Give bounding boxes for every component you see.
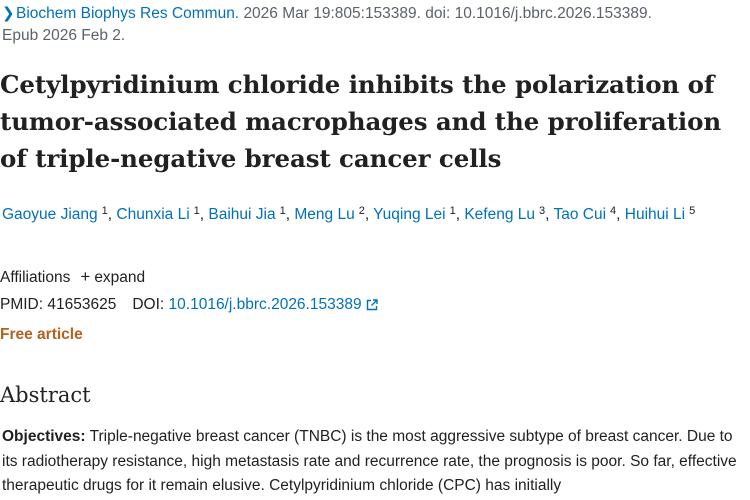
author-link[interactable]: Yuqing Lei	[373, 206, 446, 223]
author-affiliation-number[interactable]: 1	[449, 205, 456, 217]
author-affiliation-number[interactable]: 2	[358, 205, 365, 217]
doi-value: 10.1016/j.bbrc.2026.153389	[168, 296, 362, 313]
abstract-text: Triple-negative breast cancer (TNBC) is …	[2, 428, 737, 494]
article-title: Cetylpyridinium chloride inhibits the po…	[0, 70, 722, 173]
author-link[interactable]: Chunxia Li	[116, 206, 190, 223]
objectives-label: Objectives:	[2, 428, 86, 445]
author-list: Gaoyue Jiang 1, Chunxia Li 1, Baihui Jia 1,…	[2, 205, 696, 224]
citation-epub: Epub 2026 Feb 2.	[2, 27, 126, 44]
author-affiliation-number[interactable]: 4	[610, 205, 617, 217]
external-link-icon	[366, 296, 378, 318]
author-affiliation-number[interactable]: 1	[101, 205, 108, 217]
author-affiliation-number[interactable]: 1	[279, 205, 286, 217]
plus-icon: +	[80, 267, 91, 286]
journal-link[interactable]: Biochem Biophys Res Commun.	[16, 5, 240, 22]
free-article-label: Free article	[0, 326, 83, 343]
author-affiliation-number[interactable]: 5	[689, 205, 696, 217]
affiliations-label: Affiliations	[0, 269, 71, 286]
author-link[interactable]: Baihui Jia	[208, 206, 276, 223]
article-identifiers: PMID: 41653625 DOI: 10.1016/j.bbrc.2026.1…	[0, 294, 378, 318]
author-link[interactable]: Meng Lu	[294, 206, 355, 223]
pmid-label: PMID:	[0, 296, 44, 313]
abstract-heading: Abstract	[0, 383, 91, 407]
author-affiliation-number[interactable]: 3	[539, 205, 546, 217]
citation-details: 2026 Mar 19:805:153389. doi: 10.1016/j.b…	[243, 5, 652, 22]
affiliations-toggle[interactable]: Affiliations + expand	[0, 266, 145, 289]
author-link[interactable]: Gaoyue Jiang	[2, 206, 98, 223]
abstract-body: Objectives: Triple-negative breast cance…	[2, 425, 750, 499]
doi-link[interactable]: 10.1016/j.bbrc.2026.153389	[169, 296, 378, 313]
doi-label: DOI:	[132, 296, 165, 313]
chevron-right-icon: ❯	[2, 5, 15, 22]
expand-label: expand	[94, 269, 146, 286]
author-link[interactable]: Tao Cui	[553, 206, 607, 223]
author-link[interactable]: Kefeng Lu	[464, 206, 536, 223]
author-affiliation-number[interactable]: 1	[193, 205, 200, 217]
citation-line: ❯Biochem Biophys Res Commun. 2026 Mar 19…	[2, 3, 742, 47]
author-link[interactable]: Huihui Li	[624, 206, 686, 223]
pmid-value: 41653625	[47, 296, 117, 313]
